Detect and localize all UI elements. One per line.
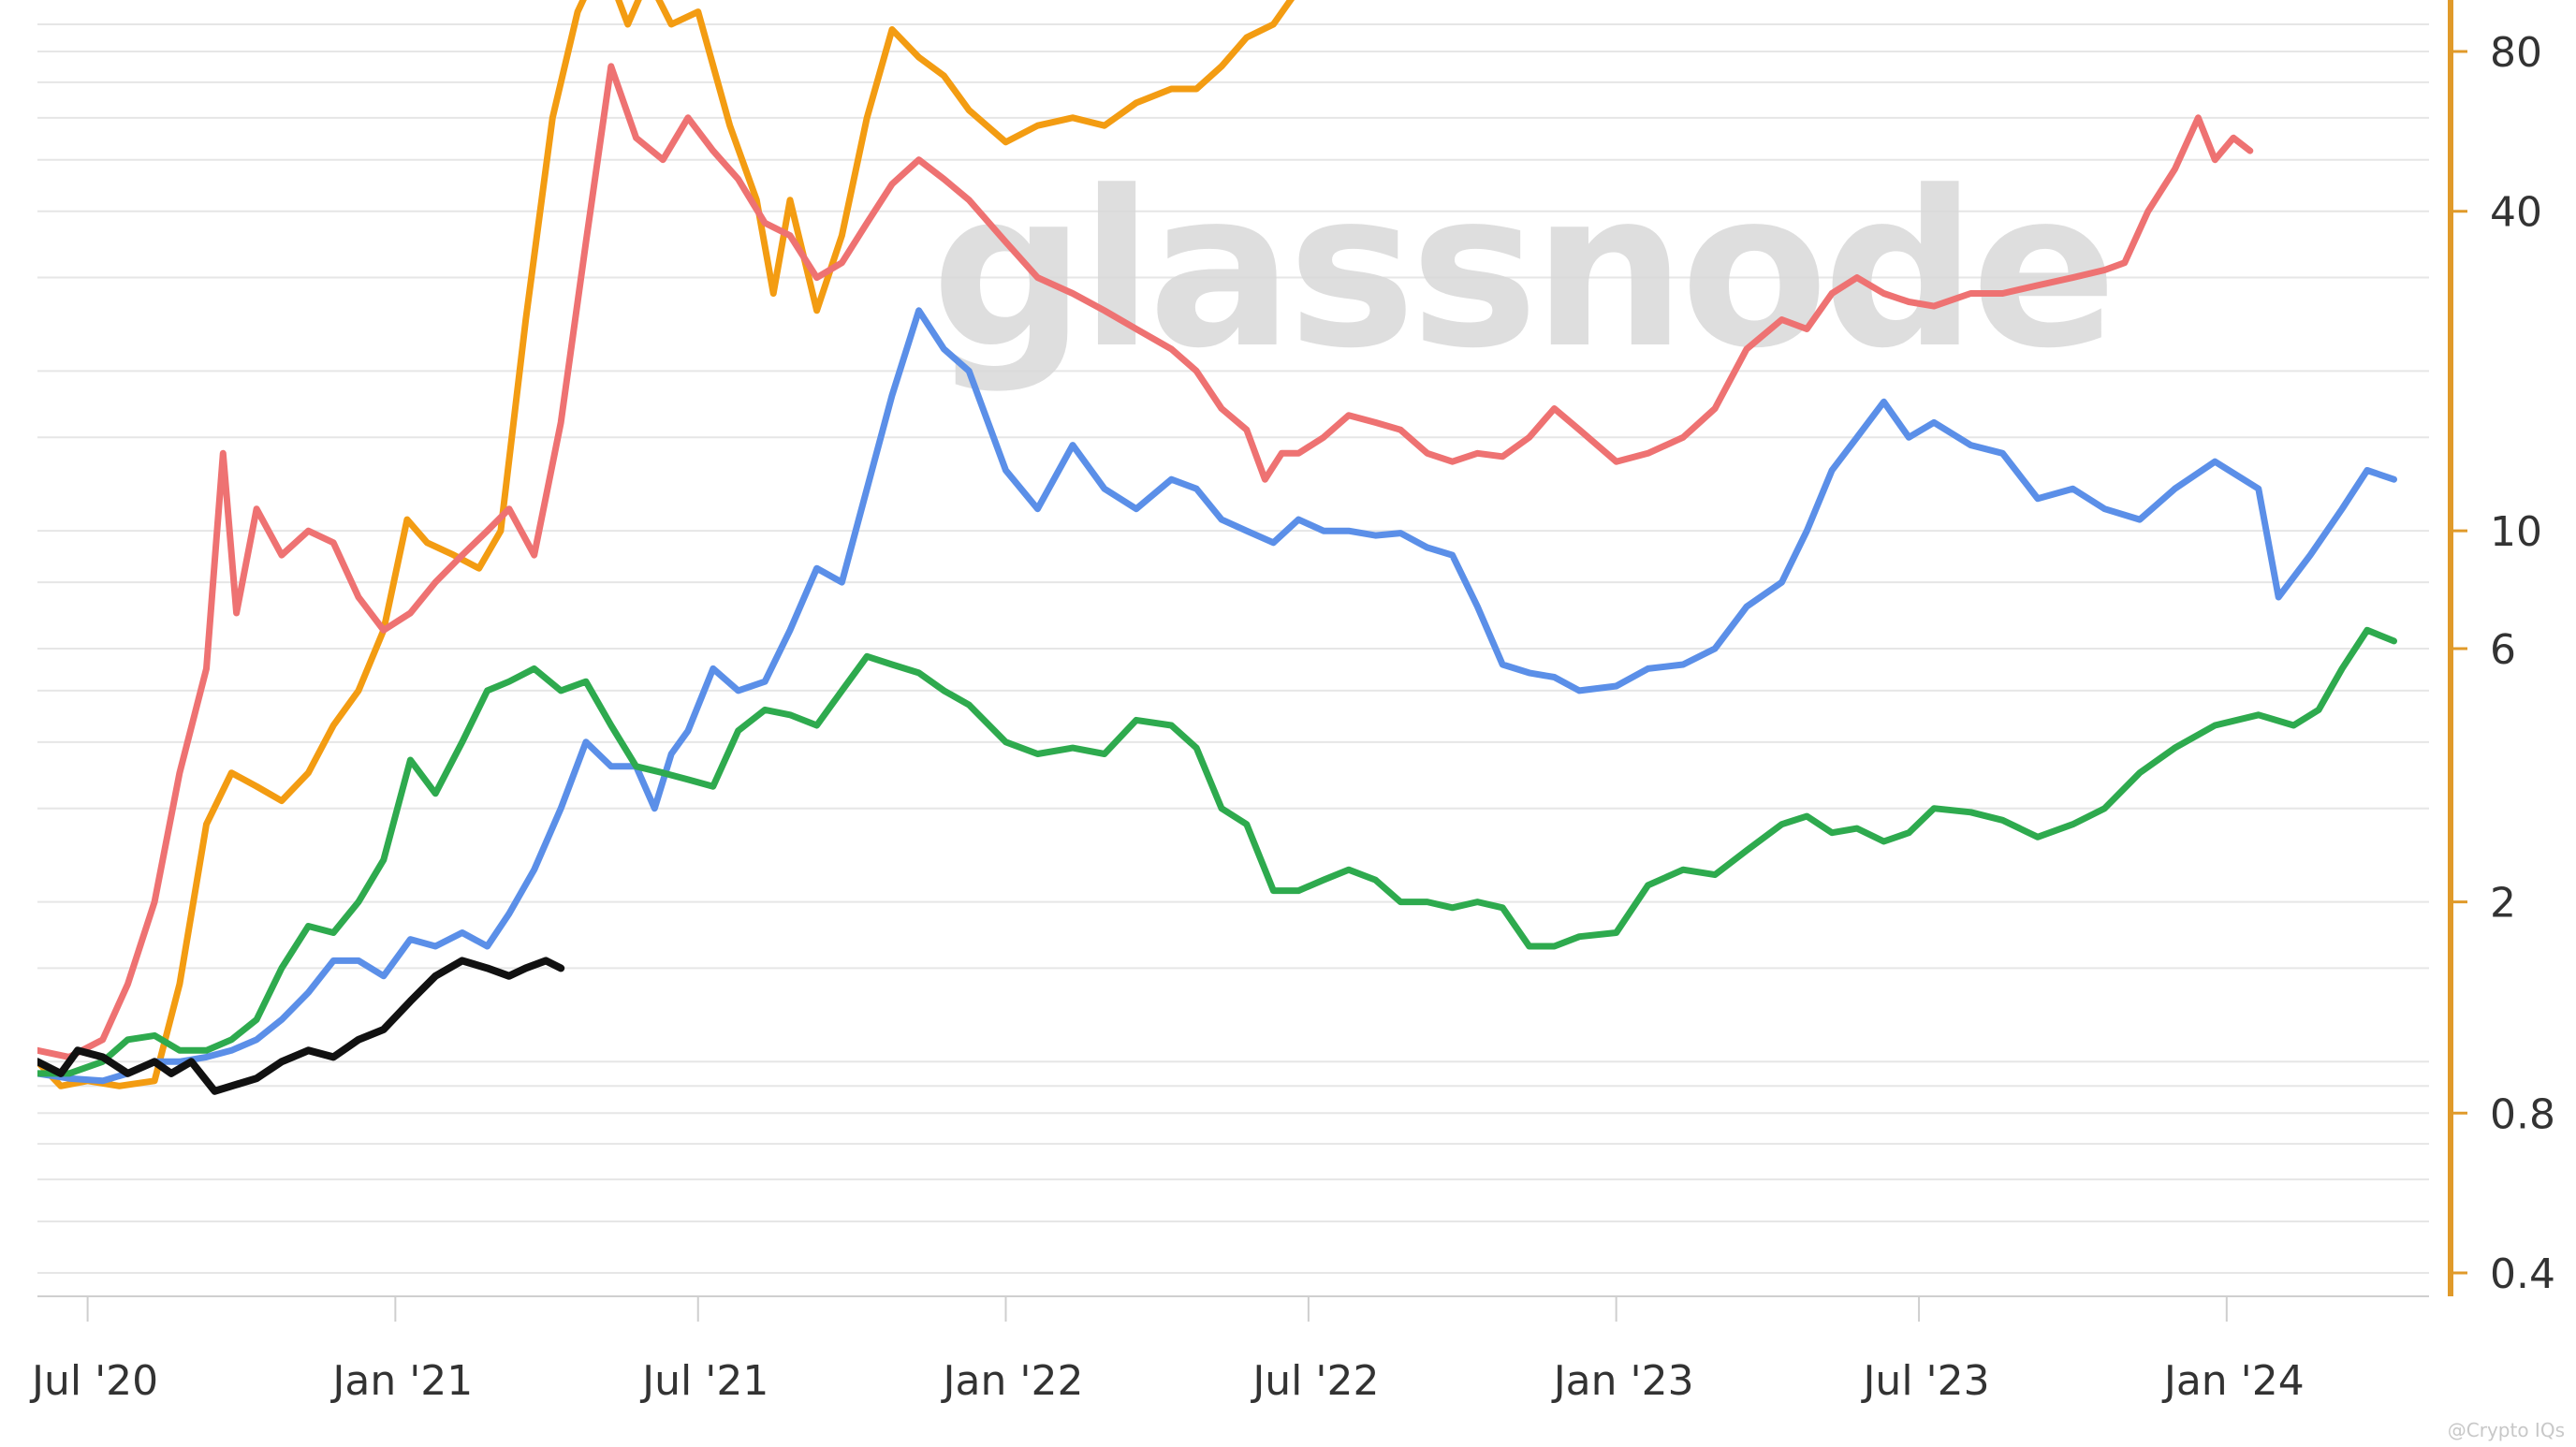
red-series-line xyxy=(37,63,2254,1060)
y-tick-label: 0.8 xyxy=(2490,1090,2555,1138)
axes: Jul '20 Jan '21 Jul '21 Jan '22 Jul '22 Jan '… xyxy=(29,0,2555,1405)
x-tick-label: Jul '21 xyxy=(639,1357,768,1405)
x-tick-label: Jan '23 xyxy=(1551,1357,1694,1405)
black-series-line xyxy=(37,957,565,1095)
y-tick-label: 6 xyxy=(2490,626,2516,674)
watermark: glassnode xyxy=(931,146,2112,396)
y-tick-label: 40 xyxy=(2490,189,2542,237)
x-tick-label: Jul '20 xyxy=(29,1357,158,1405)
x-tick-label: Jul '23 xyxy=(1860,1357,1989,1405)
x-tick-label: Jan '22 xyxy=(941,1357,1084,1405)
x-tick-label: Jul '22 xyxy=(1250,1357,1379,1405)
blue-series-line xyxy=(37,307,2397,1085)
x-tick-label: Jan '24 xyxy=(2161,1357,2305,1405)
series-lines xyxy=(37,0,2397,1095)
x-tick-label: Jan '21 xyxy=(329,1357,473,1405)
y-tick-label: 0.4 xyxy=(2490,1250,2555,1298)
y-tick-label: 80 xyxy=(2490,29,2542,77)
orange-series-line xyxy=(37,0,1295,1089)
y-tick-label: 10 xyxy=(2490,508,2542,556)
y-tick-label: 2 xyxy=(2490,880,2516,928)
green-series-line xyxy=(37,626,2397,1077)
credit-text: @Crypto IQs xyxy=(2448,1419,2565,1441)
